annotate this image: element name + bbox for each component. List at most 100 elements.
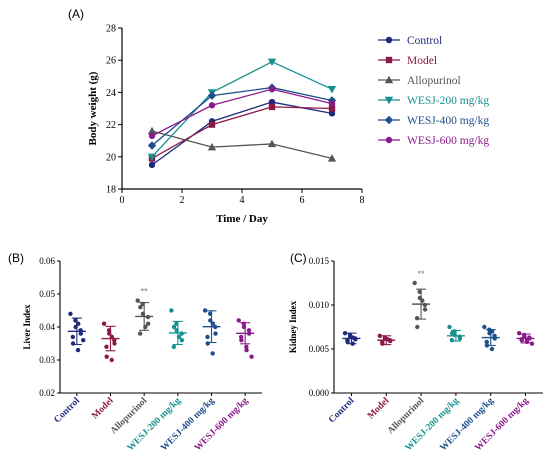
data-point xyxy=(202,308,208,313)
x-tick-label: 2 xyxy=(180,195,185,206)
data-point xyxy=(169,308,174,313)
y-axis-title: Body weight (g) xyxy=(87,71,99,145)
data-point xyxy=(415,324,420,330)
data-point xyxy=(377,333,383,338)
data-point xyxy=(179,338,185,343)
x-tick-label: 4 xyxy=(240,195,245,206)
data-point xyxy=(489,346,495,352)
panel-label: (B) xyxy=(8,251,24,265)
group-allopurinol: Allopurinol xyxy=(386,280,431,436)
data-point xyxy=(449,338,455,343)
data-point xyxy=(210,351,215,356)
y-tick-label: 20 xyxy=(106,152,116,163)
legend-entry: Allopurinol xyxy=(378,75,461,87)
data-point xyxy=(457,336,463,341)
data-point xyxy=(244,347,249,353)
data-point xyxy=(75,347,81,353)
data-point xyxy=(205,334,210,340)
data-point xyxy=(482,324,487,330)
legend-marker xyxy=(384,115,394,125)
data-point xyxy=(137,331,143,336)
series-allopurinol xyxy=(147,126,337,162)
data-point xyxy=(236,318,241,323)
panel-label: (A) xyxy=(68,7,84,21)
data-point xyxy=(81,338,86,343)
x-axis-title: Time / Day xyxy=(216,213,268,225)
data-point xyxy=(78,331,84,336)
data-point xyxy=(205,341,210,346)
data-point xyxy=(328,105,336,112)
data-point xyxy=(148,161,156,169)
legend-entry: Model xyxy=(378,55,437,67)
data-point xyxy=(207,91,217,100)
legend-marker xyxy=(384,75,394,84)
y-axis-title: Liver Index xyxy=(22,304,32,350)
y-tick-label: 0.02 xyxy=(39,388,55,398)
legend-label: WESJ-600 mg/kg xyxy=(407,135,489,147)
legend-marker xyxy=(385,136,393,144)
data-point xyxy=(70,334,76,340)
data-point xyxy=(328,100,336,107)
legend-marker xyxy=(385,56,393,64)
data-point xyxy=(328,110,336,117)
data-point xyxy=(447,324,452,330)
data-point xyxy=(342,330,348,336)
group-model: Model xyxy=(90,321,120,421)
legend-marker xyxy=(385,36,393,44)
series-wesj-200-mg-kg xyxy=(147,58,337,161)
x-tick-label: 0 xyxy=(120,195,125,206)
data-point xyxy=(516,330,522,336)
series-line xyxy=(151,86,333,147)
data-point xyxy=(213,331,218,336)
data-point xyxy=(484,339,489,345)
data-point xyxy=(104,354,109,359)
data-point xyxy=(208,102,216,109)
legend-label: WESJ-200 mg/kg xyxy=(407,95,489,107)
series-line xyxy=(151,106,333,159)
category-label: Model xyxy=(366,396,392,422)
data-point xyxy=(327,96,337,105)
data-point xyxy=(267,139,277,148)
data-point xyxy=(101,321,107,326)
x-tick-label: 8 xyxy=(360,195,365,206)
data-point xyxy=(244,344,249,349)
data-point xyxy=(145,321,151,326)
y-tick-label: 24 xyxy=(106,88,116,99)
y-tick-label: 18 xyxy=(106,185,116,196)
legend-label: Model xyxy=(407,55,437,67)
data-point xyxy=(109,357,114,363)
legend-label: WESJ-400 mg/kg xyxy=(407,115,489,127)
data-point xyxy=(171,344,177,349)
y-tick-label: 0.04 xyxy=(39,322,55,332)
y-tick-label: 0.015 xyxy=(309,256,330,266)
y-tick-label: 0.000 xyxy=(309,388,330,398)
data-point xyxy=(112,341,117,346)
data-point xyxy=(138,305,143,310)
legend-entry: Control xyxy=(378,35,442,47)
group-control: Control xyxy=(327,330,361,425)
y-tick-label: 22 xyxy=(106,120,116,131)
data-point xyxy=(147,141,157,150)
legend-entry: WESJ-200 mg/kg xyxy=(378,95,489,107)
data-point xyxy=(449,330,455,336)
data-point xyxy=(268,98,276,106)
y-tick-label: 0.06 xyxy=(39,256,55,266)
group-model: Model xyxy=(366,333,396,422)
series-wesj-400-mg-kg xyxy=(147,83,337,150)
y-tick-label: 0.010 xyxy=(309,300,330,310)
group-wesj-600-mg-kg: WESJ-600 mg/kg xyxy=(193,318,255,453)
significance-stars: ** xyxy=(418,269,426,279)
data-point xyxy=(414,316,420,321)
x-tick-label: 6 xyxy=(300,195,305,206)
legend-label: Allopurinol xyxy=(407,75,461,87)
data-point xyxy=(135,298,140,303)
group-wesj-600-mg-kg: WESJ-600 mg/kg xyxy=(473,330,535,453)
data-point xyxy=(529,341,535,346)
data-point xyxy=(249,354,254,359)
group-control: Control xyxy=(53,311,86,425)
data-point xyxy=(171,324,177,330)
y-tick-label: 28 xyxy=(106,24,116,35)
significance-stars: ** xyxy=(141,287,149,297)
data-point xyxy=(412,280,417,286)
data-point xyxy=(239,338,244,343)
